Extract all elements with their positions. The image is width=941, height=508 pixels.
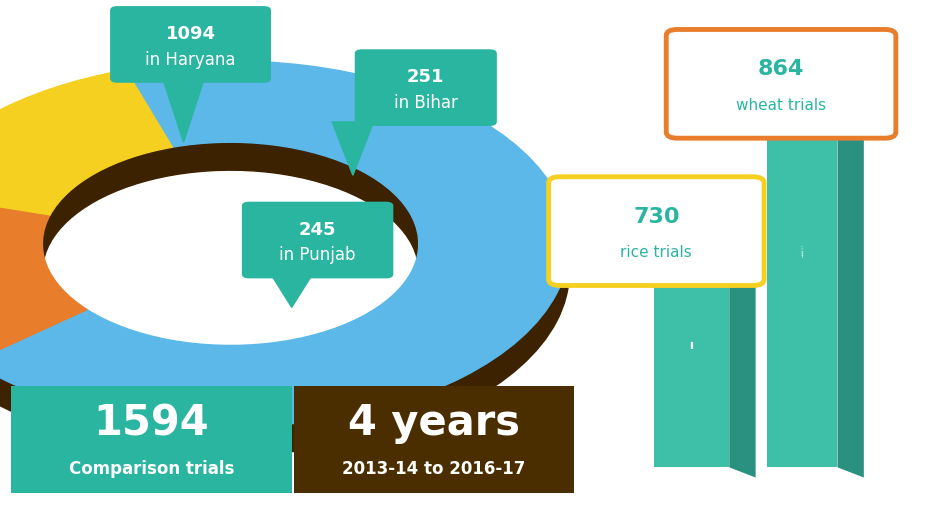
Wedge shape bbox=[0, 98, 172, 243]
Polygon shape bbox=[774, 53, 816, 132]
Text: rice trials: rice trials bbox=[620, 245, 693, 260]
FancyBboxPatch shape bbox=[294, 386, 574, 493]
Wedge shape bbox=[0, 89, 569, 455]
Text: in Bihar: in Bihar bbox=[394, 93, 457, 112]
Text: 245: 245 bbox=[299, 221, 336, 239]
Wedge shape bbox=[0, 70, 172, 215]
Text: in Haryana: in Haryana bbox=[145, 50, 236, 69]
FancyBboxPatch shape bbox=[654, 229, 729, 467]
Text: wheat trials: wheat trials bbox=[736, 98, 826, 113]
FancyBboxPatch shape bbox=[549, 177, 764, 285]
Text: 1094: 1094 bbox=[166, 25, 215, 43]
Text: 1594: 1594 bbox=[94, 402, 209, 444]
Polygon shape bbox=[678, 209, 711, 277]
Polygon shape bbox=[332, 122, 374, 175]
FancyBboxPatch shape bbox=[242, 202, 393, 278]
FancyBboxPatch shape bbox=[110, 6, 271, 83]
FancyBboxPatch shape bbox=[355, 49, 497, 126]
Text: in Punjab: in Punjab bbox=[279, 246, 356, 264]
Polygon shape bbox=[767, 51, 864, 61]
Text: Comparison trials: Comparison trials bbox=[69, 460, 234, 479]
Polygon shape bbox=[778, 47, 812, 130]
Wedge shape bbox=[0, 220, 87, 390]
Wedge shape bbox=[0, 61, 569, 427]
Polygon shape bbox=[674, 215, 715, 279]
Text: 730: 730 bbox=[633, 207, 679, 227]
Text: 2013-14 to 2016-17: 2013-14 to 2016-17 bbox=[343, 460, 525, 479]
Text: 864: 864 bbox=[758, 59, 805, 79]
Wedge shape bbox=[0, 192, 87, 362]
FancyBboxPatch shape bbox=[11, 386, 292, 493]
FancyBboxPatch shape bbox=[666, 29, 896, 138]
FancyBboxPatch shape bbox=[767, 51, 837, 467]
Polygon shape bbox=[271, 274, 312, 307]
Text: 4 years: 4 years bbox=[348, 402, 519, 444]
Polygon shape bbox=[729, 229, 756, 478]
Polygon shape bbox=[163, 79, 204, 142]
Text: 251: 251 bbox=[407, 69, 444, 86]
Polygon shape bbox=[837, 51, 864, 478]
Polygon shape bbox=[654, 229, 756, 239]
